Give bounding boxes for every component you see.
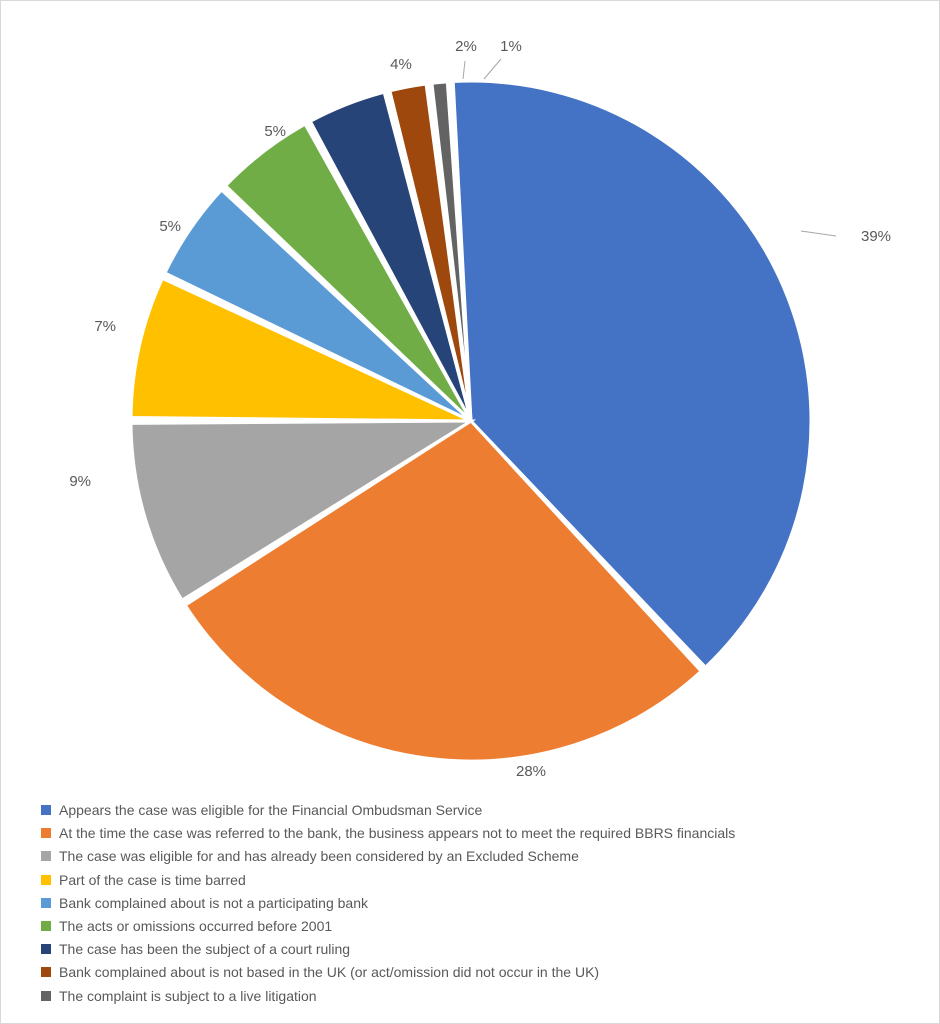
- pie-chart: 39% 28% 9% 7% 5% 5% 4% 2% 1%: [31, 21, 909, 781]
- legend-label: Appears the case was eligible for the Fi…: [59, 801, 482, 819]
- legend-swatch: [41, 967, 51, 977]
- legend-label: Bank complained about is not based in th…: [59, 963, 599, 981]
- legend-swatch: [41, 921, 51, 931]
- legend-swatch: [41, 828, 51, 838]
- legend-item: Bank complained about is not a participa…: [41, 894, 909, 912]
- legend-item: The case was eligible for and has alread…: [41, 847, 909, 865]
- pie-slice-label: 5%: [264, 123, 286, 140]
- pie-slice-label: 5%: [159, 218, 181, 235]
- legend-label: Bank complained about is not a participa…: [59, 894, 368, 912]
- legend-label: The acts or omissions occurred before 20…: [59, 917, 332, 935]
- pie-slice-label: 9%: [69, 473, 91, 490]
- legend-label: The complaint is subject to a live litig…: [59, 987, 317, 1005]
- legend-swatch: [41, 944, 51, 954]
- chart-frame: 39% 28% 9% 7% 5% 5% 4% 2% 1% Appears the case wa…: [0, 0, 940, 1024]
- legend-swatch: [41, 851, 51, 861]
- pie-slice-label: 39%: [861, 228, 891, 245]
- legend-item: At the time the case was referred to the…: [41, 824, 909, 842]
- legend-label: The case was eligible for and has alread…: [59, 847, 579, 865]
- legend-swatch: [41, 991, 51, 1001]
- pie-slice-label: 7%: [94, 318, 116, 335]
- legend-item: Appears the case was eligible for the Fi…: [41, 801, 909, 819]
- legend-label: Part of the case is time barred: [59, 871, 246, 889]
- pie-slice-label: 4%: [390, 56, 412, 73]
- legend-item: The case has been the subject of a court…: [41, 940, 909, 958]
- pie-slice-label: 2%: [455, 38, 477, 55]
- label-leader: [463, 61, 465, 79]
- legend-label: At the time the case was referred to the…: [59, 824, 735, 842]
- legend-swatch: [41, 875, 51, 885]
- pie-slice-label: 28%: [516, 763, 546, 780]
- legend-item: The complaint is subject to a live litig…: [41, 987, 909, 1005]
- legend-item: Bank complained about is not based in th…: [41, 963, 909, 981]
- pie-slice-label: 1%: [500, 38, 522, 55]
- legend-label: The case has been the subject of a court…: [59, 940, 350, 958]
- label-leader: [484, 59, 501, 79]
- legend-item: The acts or omissions occurred before 20…: [41, 917, 909, 935]
- label-leader: [801, 231, 836, 236]
- legend: Appears the case was eligible for the Fi…: [31, 801, 909, 1005]
- legend-swatch: [41, 805, 51, 815]
- legend-swatch: [41, 898, 51, 908]
- legend-item: Part of the case is time barred: [41, 871, 909, 889]
